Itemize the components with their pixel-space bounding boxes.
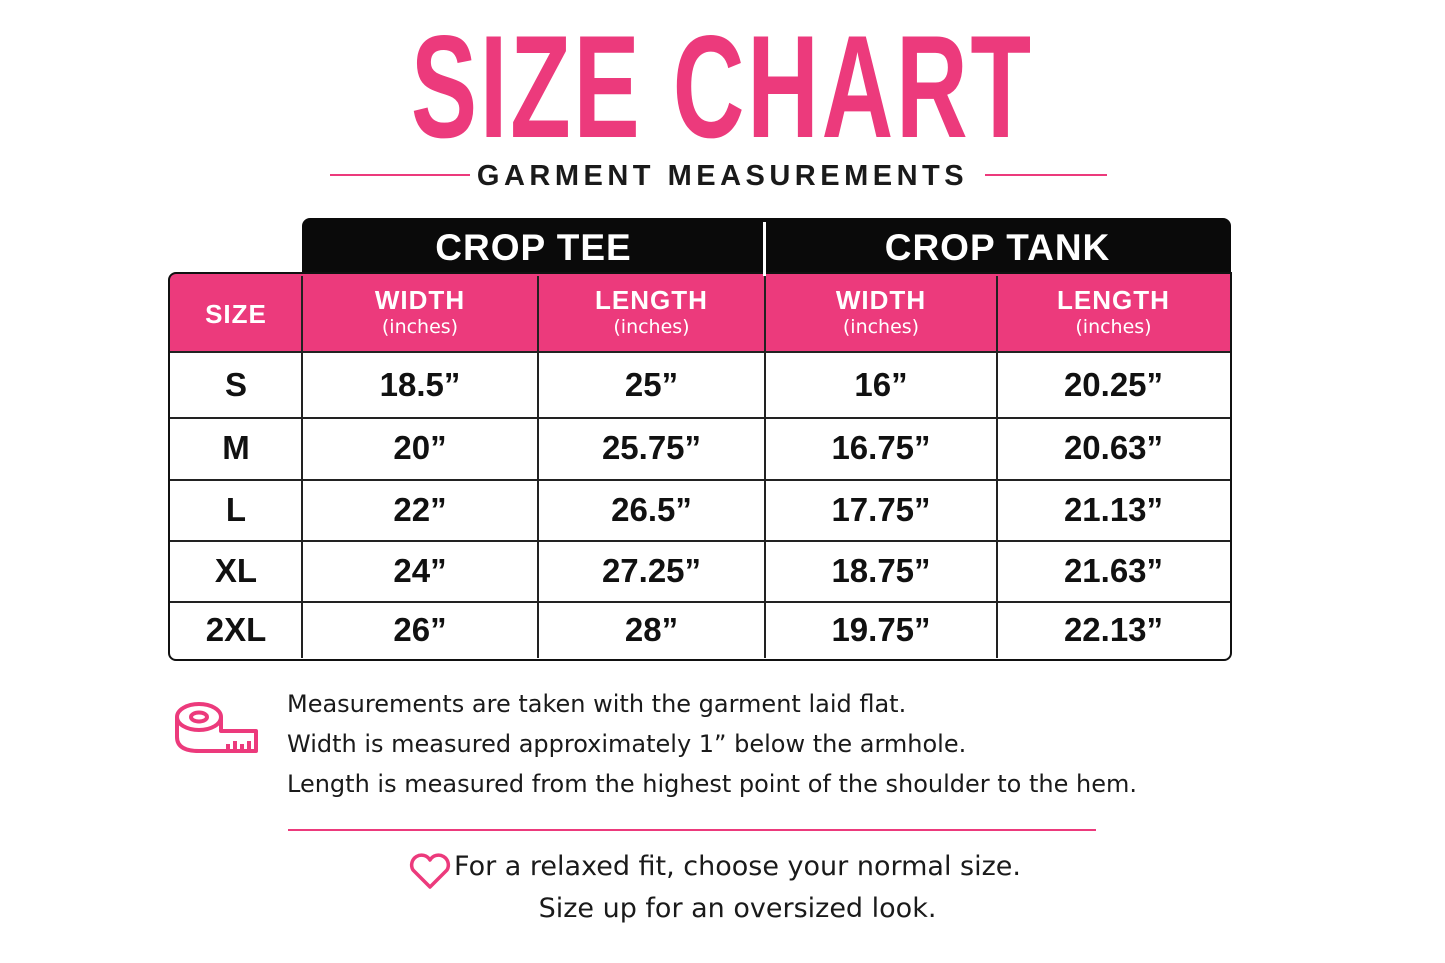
title: SIZE CHART	[410, 5, 1034, 168]
subtitle: GARMENT MEASUREMENTS	[476, 160, 969, 192]
note: Width is measured approximately 1” below…	[287, 730, 967, 758]
h-line	[170, 540, 1230, 542]
value-cell: 26.5”	[611, 490, 692, 528]
value-cell: 25”	[624, 365, 679, 403]
column-header: WIDTH (inches)	[302, 276, 538, 352]
value-cell: 22.13”	[1063, 610, 1164, 648]
value-cell: 24”	[393, 551, 447, 589]
h-line	[170, 601, 1230, 603]
group-header: CROP TANK	[884, 227, 1111, 268]
column-unit: (inches)	[613, 316, 690, 338]
value-cell: 20.25”	[1063, 365, 1164, 403]
value-cell: 18.5”	[379, 365, 461, 403]
h-line	[170, 479, 1230, 481]
column-label: LENGTH	[595, 285, 708, 315]
h-line	[170, 351, 1230, 353]
rule	[288, 829, 1096, 831]
value-cell: 16.75”	[831, 429, 931, 466]
column-header: LENGTH (inches)	[997, 276, 1230, 352]
heart-icon	[409, 853, 451, 889]
size-header: SIZE	[205, 298, 267, 329]
size-cell: XL	[214, 551, 258, 589]
note: Measurements are taken with the garment …	[287, 690, 907, 718]
column-header: WIDTH (inches)	[765, 276, 997, 352]
column-label: WIDTH	[374, 285, 466, 315]
value-cell: 21.63”	[1063, 551, 1164, 589]
column-unit: (inches)	[1075, 316, 1152, 338]
tape-icon	[175, 702, 258, 753]
value-cell: 25.75”	[601, 429, 702, 466]
header-band	[169, 273, 1231, 351]
value-cell: 27.25”	[601, 551, 702, 589]
v-line	[996, 276, 998, 658]
rule	[330, 174, 470, 176]
column-header: LENGTH (inches)	[538, 276, 765, 352]
size-cell: 2XL	[205, 610, 267, 648]
tip: For a relaxed fit, choose your normal si…	[454, 851, 1021, 882]
note: Length is measured from the highest poin…	[287, 770, 1137, 798]
column-unit: (inches)	[842, 316, 920, 338]
column-label: LENGTH	[1057, 285, 1170, 315]
rule	[985, 174, 1107, 176]
value-cell: 28”	[624, 610, 679, 648]
v-line	[301, 276, 303, 658]
group-band	[302, 218, 1231, 278]
v-line	[763, 222, 766, 276]
value-cell: 20”	[393, 429, 447, 466]
h-line	[170, 417, 1230, 419]
v-line	[537, 276, 539, 658]
value-cell: 17.75”	[831, 490, 931, 528]
column-label: WIDTH	[835, 285, 927, 315]
value-cell: 16”	[854, 365, 908, 403]
v-line	[764, 276, 766, 658]
value-cell: 18.75”	[831, 551, 931, 589]
value-cell: 20.63”	[1063, 429, 1164, 466]
size-cell: L	[225, 490, 247, 528]
column-unit: (inches)	[381, 316, 459, 338]
value-cell: 21.13”	[1063, 490, 1164, 528]
value-cell: 19.75”	[831, 610, 931, 648]
group-header: CROP TEE	[435, 227, 632, 268]
tip: Size up for an oversized look.	[538, 893, 937, 924]
size-cell: M	[222, 429, 250, 466]
value-cell: 26”	[393, 610, 447, 648]
size-cell: S	[224, 365, 247, 403]
value-cell: 22”	[393, 490, 447, 528]
